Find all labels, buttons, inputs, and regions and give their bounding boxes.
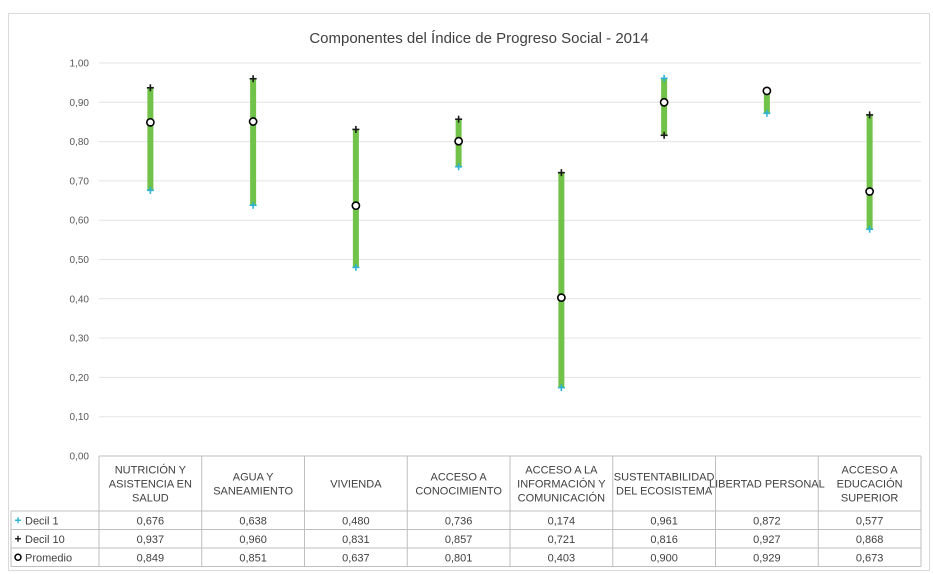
data-table: NUTRICIÓN Y ASISTENCIA EN SALUD AGUA Y SANEA… <box>10 455 922 567</box>
category-label: INFORMACIÓN Y <box>517 478 606 491</box>
y-tick-label: 0,00 <box>70 452 90 463</box>
point-promedio <box>248 117 258 126</box>
table-cell: 0,801 <box>445 552 473 564</box>
category-label: SUPERIOR <box>841 493 899 505</box>
range-bar <box>352 129 359 268</box>
category-label: LIBERTAD PERSONAL <box>709 479 825 491</box>
legend-label: Promedio <box>25 552 72 564</box>
point-decil-10 <box>352 125 360 133</box>
table-cell: 0,673 <box>856 552 884 564</box>
y-tick-label: 0,50 <box>70 255 90 266</box>
point-decil-10 <box>249 75 257 83</box>
category-label: SALUD <box>132 493 169 505</box>
table-cell: 0,937 <box>137 534 165 546</box>
table-cell: 0,577 <box>856 515 884 527</box>
range-bar <box>250 78 257 206</box>
range-bar <box>866 114 873 230</box>
category-label: ASISTENCIA EN <box>109 479 192 491</box>
table-cell: 0,961 <box>650 515 678 527</box>
point-decil-10 <box>146 84 154 92</box>
category-label: DEL ECOSISTEMA <box>616 486 713 498</box>
range-bar <box>147 87 154 191</box>
point-decil-1 <box>249 201 257 209</box>
category-label: SUSTENTABILIDAD <box>614 472 715 484</box>
point-decil-10 <box>660 131 668 139</box>
table-cell: 0,849 <box>137 552 165 564</box>
point-decil-10 <box>557 169 565 177</box>
legend-marker-decil-10 <box>15 535 21 542</box>
y-tick-label: 0,10 <box>70 412 90 423</box>
point-promedio <box>556 293 566 303</box>
category-label: ACCESO A <box>842 465 899 477</box>
legend-label: Decil 1 <box>25 515 59 527</box>
markers <box>145 74 875 392</box>
y-tick-label: 0,30 <box>70 334 90 345</box>
category-label: AGUA Y <box>233 472 274 484</box>
point-decil-10 <box>866 111 874 119</box>
table-cell: 0,851 <box>239 552 267 564</box>
table-cell: 0,638 <box>239 515 267 527</box>
point-decil-1 <box>455 163 463 171</box>
table-cell: 0,960 <box>239 534 267 546</box>
table-cell: 0,868 <box>856 534 884 546</box>
table-cell: 0,900 <box>650 552 678 564</box>
point-promedio <box>865 187 875 196</box>
category-label: NUTRICIÓN Y <box>115 464 187 477</box>
table-cell: 0,403 <box>548 552 576 564</box>
table-cell: 0,480 <box>342 515 370 527</box>
table-cell: 0,857 <box>445 534 473 546</box>
point-promedio <box>659 97 669 107</box>
table-cell: 0,676 <box>137 515 165 527</box>
legend-label: Decil 10 <box>25 534 65 546</box>
category-label: COMUNICACIÓN <box>518 492 605 505</box>
legend-marker-decil-1 <box>15 517 21 524</box>
point-decil-10 <box>455 115 463 123</box>
point-decil-1 <box>352 263 360 271</box>
legend-marker-promedio <box>14 553 22 561</box>
y-tick-label: 0,20 <box>70 373 90 384</box>
y-axis: 0,00 0,10 0,20 0,30 0,40 0,50 0,60 0,70 0,80 0,90… <box>70 59 90 463</box>
category-label: CONOCIMIENTO <box>415 486 502 498</box>
chart-frame: Componentes del Índice de Progreso Socia… <box>8 13 930 571</box>
grid <box>99 62 921 418</box>
category-label: EDUCACIÓN <box>837 478 903 491</box>
point-promedio <box>762 86 772 96</box>
point-decil-1 <box>146 186 154 194</box>
y-tick-label: 0,70 <box>70 176 90 187</box>
y-tick-label: 1,00 <box>70 59 90 70</box>
table-cell: 0,872 <box>753 515 781 527</box>
table-cell: 0,637 <box>342 552 370 564</box>
y-tick-label: 0,40 <box>70 294 90 305</box>
category-label: SANEAMIENTO <box>213 486 293 498</box>
point-promedio <box>145 117 155 127</box>
table-cell: 0,927 <box>753 534 781 546</box>
table-cell: 0,816 <box>650 534 678 546</box>
point-promedio <box>351 201 361 211</box>
point-decil-1 <box>866 225 874 233</box>
range-bar <box>661 78 668 136</box>
range-bar <box>558 172 565 388</box>
category-label: ACCESO A <box>431 472 488 484</box>
chart: Componentes del Índice de Progreso Socia… <box>10 30 922 567</box>
point-decil-1 <box>660 74 668 82</box>
y-tick-label: 0,60 <box>70 216 90 227</box>
chart-title: Componentes del Índice de Progreso Socia… <box>309 30 648 47</box>
table-cell: 0,721 <box>548 534 576 546</box>
table-cell: 0,174 <box>548 515 576 527</box>
category-label: VIVIENDA <box>330 479 382 491</box>
range-bar <box>763 91 770 114</box>
table-cell: 0,831 <box>342 534 370 546</box>
category-label: ACCESO A LA <box>525 465 598 477</box>
table-cell: 0,929 <box>753 552 781 564</box>
point-promedio <box>454 136 464 146</box>
point-decil-1 <box>763 109 771 117</box>
table-cell: 0,736 <box>445 515 473 527</box>
y-tick-label: 0,90 <box>70 98 90 109</box>
point-decil-1 <box>557 384 565 392</box>
y-tick-label: 0,80 <box>70 137 90 148</box>
